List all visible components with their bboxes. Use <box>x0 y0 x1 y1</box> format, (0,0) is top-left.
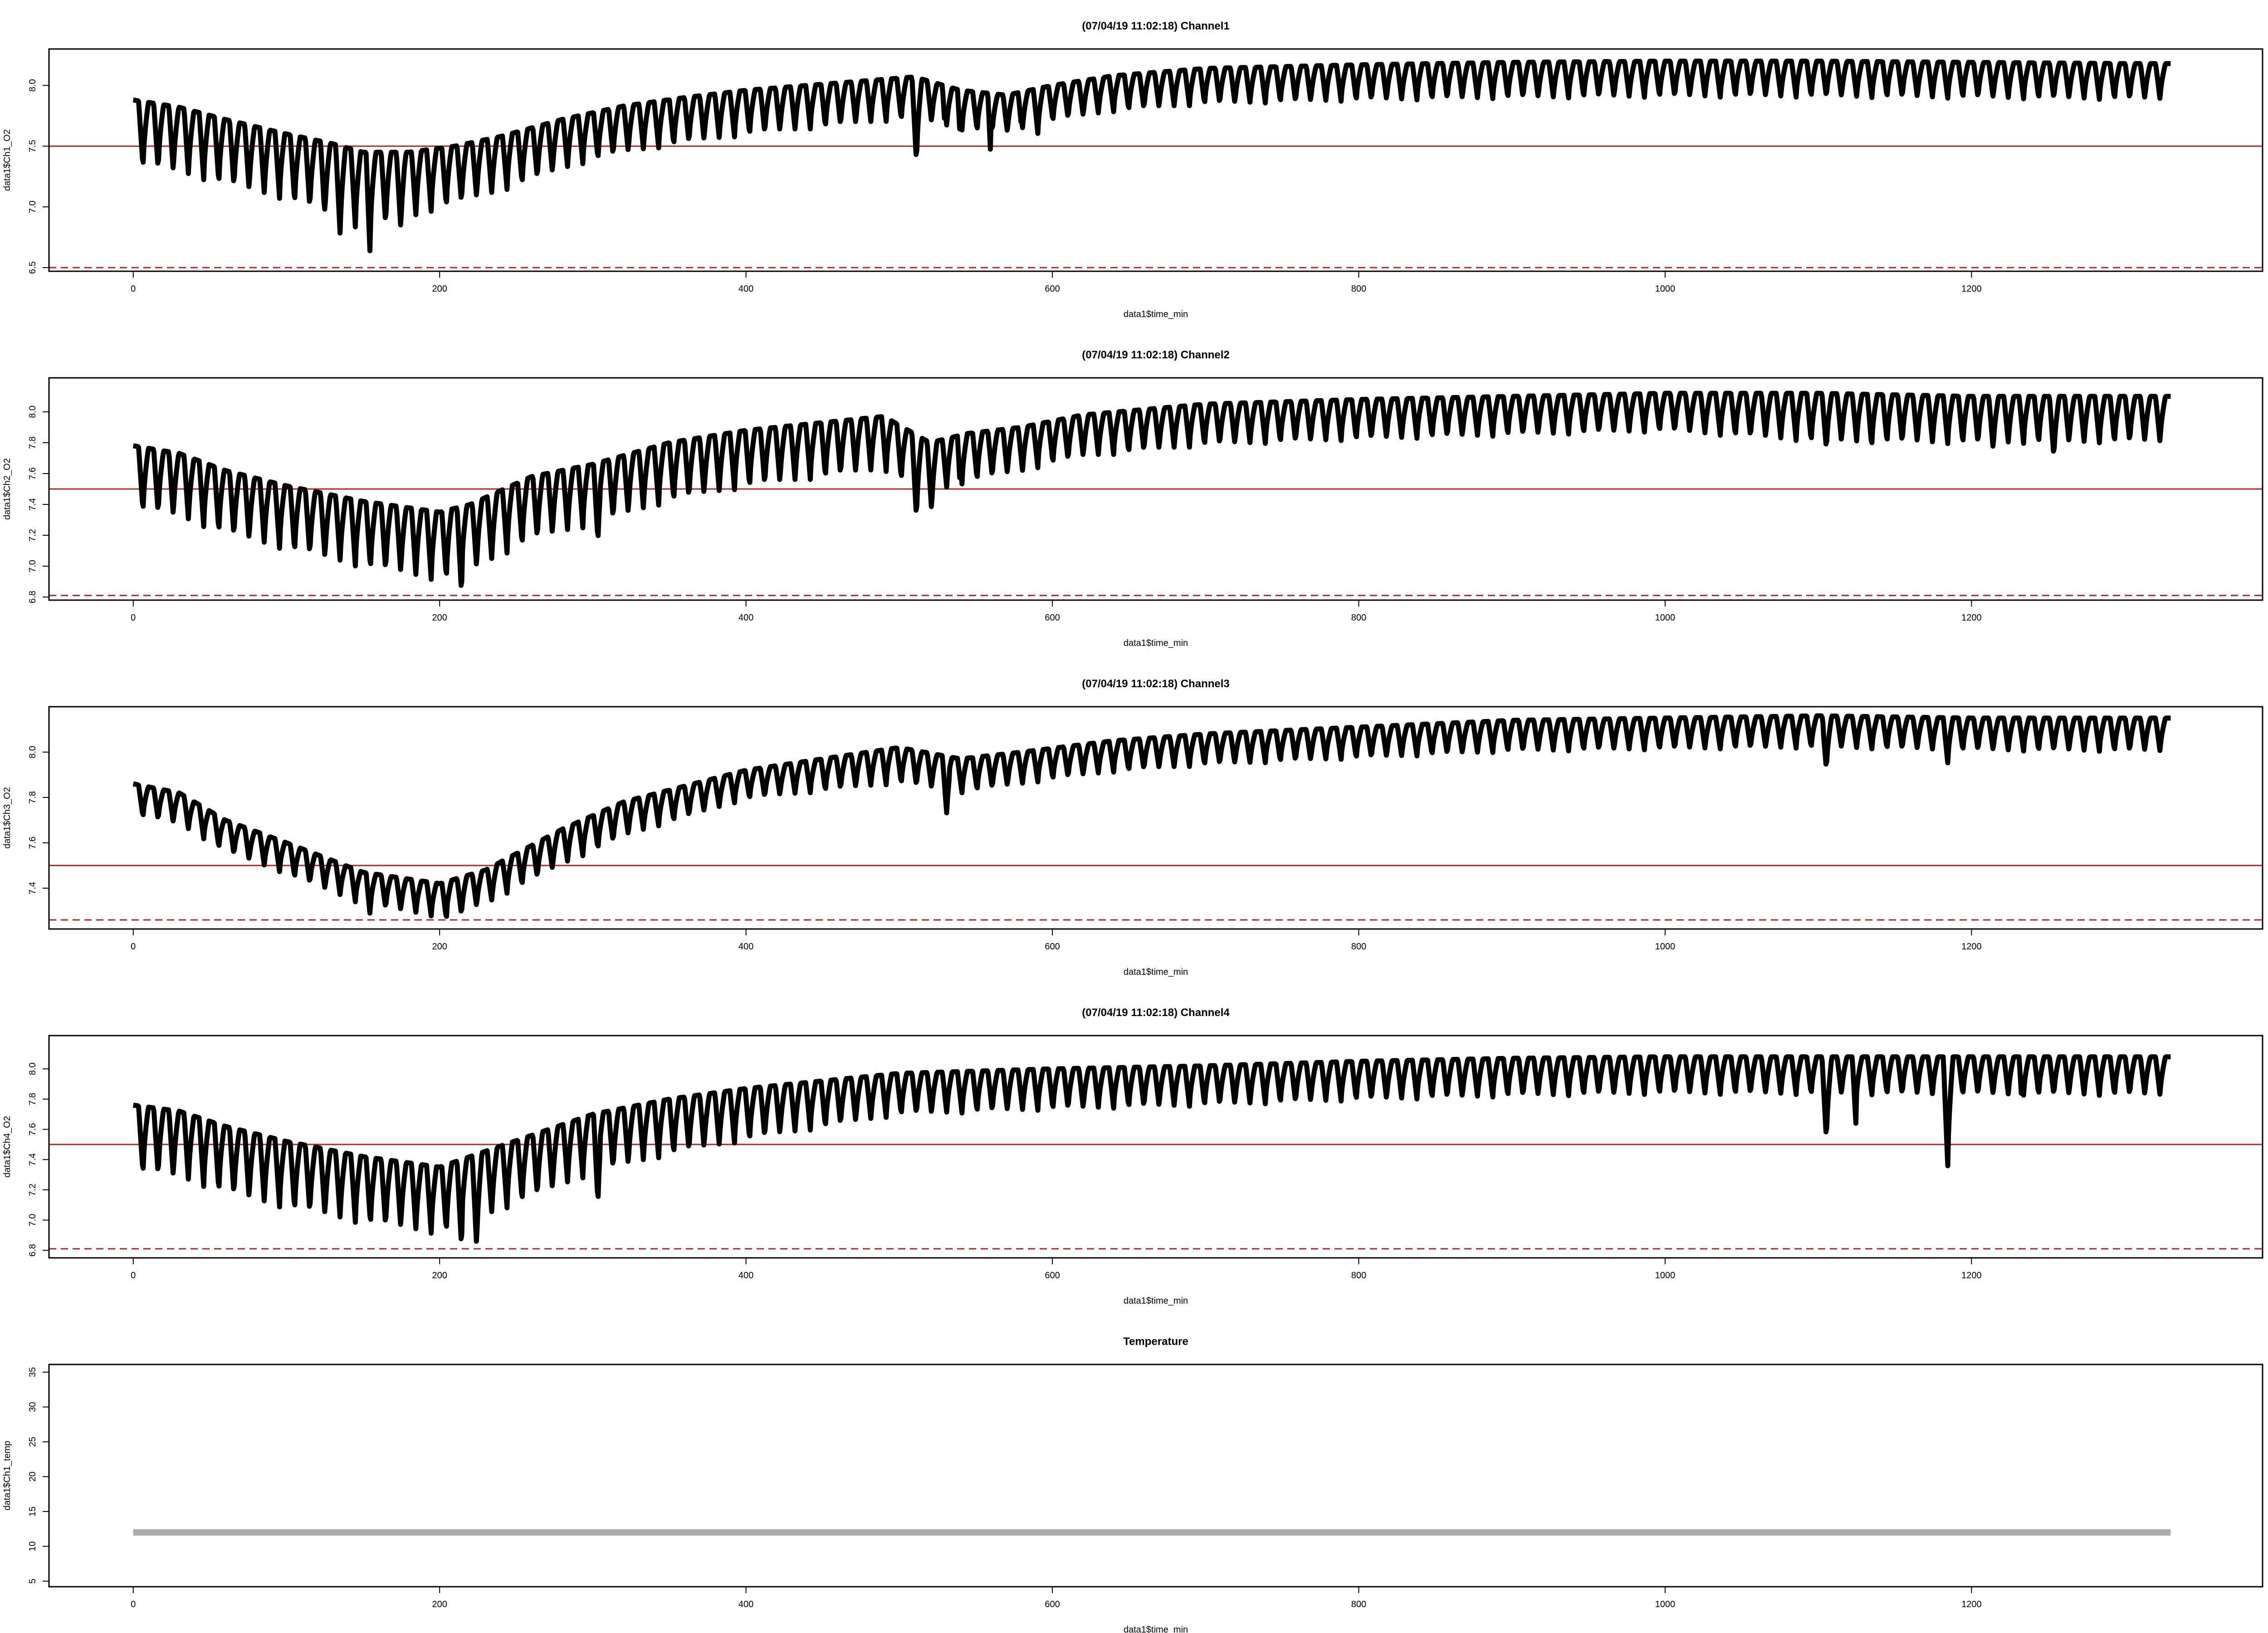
x-tick-label: 800 <box>1351 1599 1366 1609</box>
x-tick-label: 600 <box>1045 284 1060 294</box>
x-tick-label: 200 <box>432 613 447 623</box>
plot-frame <box>48 1035 2263 1259</box>
x-tick-label: 400 <box>738 284 753 294</box>
x-tick-label: 600 <box>1045 1271 1060 1281</box>
x-axis-label: data1$time_min <box>1124 967 1188 977</box>
x-axis-label: data1$time_min <box>1124 1296 1188 1306</box>
x-axis-label: data1$time_min <box>1124 309 1188 319</box>
plot-frame <box>48 377 2263 601</box>
plot-frame <box>48 706 2263 930</box>
x-tick-label: 600 <box>1045 942 1060 952</box>
panel-3: (07/04/19 11:02:18) Channel3 data1$time_m… <box>2 678 2263 977</box>
y-tick-label: 6.5 <box>28 261 38 274</box>
x-tick-label: 200 <box>432 284 447 294</box>
y-tick-label: 8.0 <box>28 406 38 418</box>
y-tick-label: 7.8 <box>28 791 38 804</box>
x-tick-label: 0 <box>131 1271 136 1281</box>
y-axis-label: data1$Ch2_O2 <box>2 458 12 520</box>
y-tick-label: 8.0 <box>28 1062 38 1075</box>
x-tick-label: 1000 <box>1655 942 1676 952</box>
panel-5: Temperature data1$time_min data1$Ch1_temp 0… <box>2 1335 2263 1633</box>
y-tick-label: 7.2 <box>28 529 38 542</box>
y-tick-label: 7.0 <box>28 1214 38 1227</box>
y-tick-label: 10 <box>28 1541 38 1551</box>
y-tick-label: 7.8 <box>28 436 38 449</box>
x-tick-label: 800 <box>1351 942 1366 952</box>
chart-title: (07/04/19 11:02:18) Channel1 <box>1082 20 1230 32</box>
y-tick-label: 25 <box>28 1437 38 1447</box>
x-tick-label: 1000 <box>1655 284 1676 294</box>
x-tick-label: 600 <box>1045 613 1060 623</box>
y-tick-label: 8.0 <box>28 79 38 92</box>
x-tick-label: 1000 <box>1655 1271 1676 1281</box>
y-tick-label: 20 <box>28 1472 38 1481</box>
x-axis-label: data1$time_min <box>1124 1625 1188 1633</box>
y-tick-label: 7.6 <box>28 1123 38 1136</box>
panel-2: (07/04/19 11:02:18) Channel2 data1$time_m… <box>2 349 2263 648</box>
x-tick-label: 400 <box>738 613 753 623</box>
y-axis-label: data1$Ch1_temp <box>2 1441 12 1510</box>
o2-series-line <box>131 713 2173 919</box>
x-tick-label: 200 <box>432 1271 447 1281</box>
y-axis-label: data1$Ch4_O2 <box>2 1116 12 1178</box>
y-tick-label: 35 <box>28 1367 38 1377</box>
x-axis-label: data1$time_min <box>1124 638 1188 648</box>
x-tick-label: 0 <box>131 284 136 294</box>
y-tick-label: 7.0 <box>28 560 38 572</box>
x-tick-label: 0 <box>131 1599 136 1609</box>
y-tick-label: 7.6 <box>28 836 38 849</box>
y-tick-label: 15 <box>28 1506 38 1516</box>
y-tick-label: 7.5 <box>28 140 38 152</box>
panel-4: (07/04/19 11:02:18) Channel4 data1$time_m… <box>2 1007 2263 1306</box>
x-tick-label: 600 <box>1045 1599 1060 1609</box>
x-tick-label: 1200 <box>1961 284 1982 294</box>
x-tick-label: 1200 <box>1961 1271 1982 1281</box>
y-tick-label: 7.4 <box>28 882 38 895</box>
chart-title: Temperature <box>1123 1335 1188 1348</box>
x-tick-label: 400 <box>738 942 753 952</box>
y-tick-label: 30 <box>28 1402 38 1412</box>
x-tick-label: 800 <box>1351 1271 1366 1281</box>
x-tick-label: 0 <box>131 613 136 623</box>
plot-frame <box>48 1364 2263 1588</box>
y-axis-label: data1$Ch1_O2 <box>2 129 12 191</box>
y-tick-label: 8.0 <box>28 746 38 758</box>
x-tick-label: 800 <box>1351 284 1366 294</box>
x-tick-label: 400 <box>738 1599 753 1609</box>
x-tick-label: 1000 <box>1655 613 1676 623</box>
plot-frame <box>48 48 2263 272</box>
y-tick-label: 7.6 <box>28 467 38 480</box>
y-tick-label: 7.0 <box>28 200 38 213</box>
x-tick-label: 1200 <box>1961 1599 1982 1609</box>
chart-title: (07/04/19 11:02:18) Channel2 <box>1082 349 1230 361</box>
x-tick-label: 200 <box>432 942 447 952</box>
y-tick-label: 5 <box>28 1579 38 1584</box>
x-tick-label: 1000 <box>1655 1599 1676 1609</box>
x-tick-label: 200 <box>432 1599 447 1609</box>
x-tick-label: 400 <box>738 1271 753 1281</box>
chart-title: (07/04/19 11:02:18) Channel3 <box>1082 678 1230 690</box>
o2-series-line <box>131 1054 2173 1244</box>
panel-1: (07/04/19 11:02:18) Channel1 data1$time_m… <box>2 20 2263 319</box>
y-tick-label: 7.2 <box>28 1183 38 1196</box>
chart-title: (07/04/19 11:02:18) Channel4 <box>1082 1007 1230 1019</box>
y-tick-label: 6.8 <box>28 1244 38 1257</box>
y-tick-label: 7.4 <box>28 498 38 511</box>
x-tick-label: 1200 <box>1961 613 1982 623</box>
y-axis-label: data1$Ch3_O2 <box>2 787 12 849</box>
y-tick-label: 7.4 <box>28 1153 38 1166</box>
y-tick-label: 7.8 <box>28 1093 38 1105</box>
o2-series-line <box>131 59 2173 254</box>
x-tick-label: 1200 <box>1961 942 1982 952</box>
o2-series-line <box>131 391 2173 588</box>
x-tick-label: 800 <box>1351 613 1366 623</box>
y-tick-label: 6.8 <box>28 591 38 603</box>
x-tick-label: 0 <box>131 942 136 952</box>
